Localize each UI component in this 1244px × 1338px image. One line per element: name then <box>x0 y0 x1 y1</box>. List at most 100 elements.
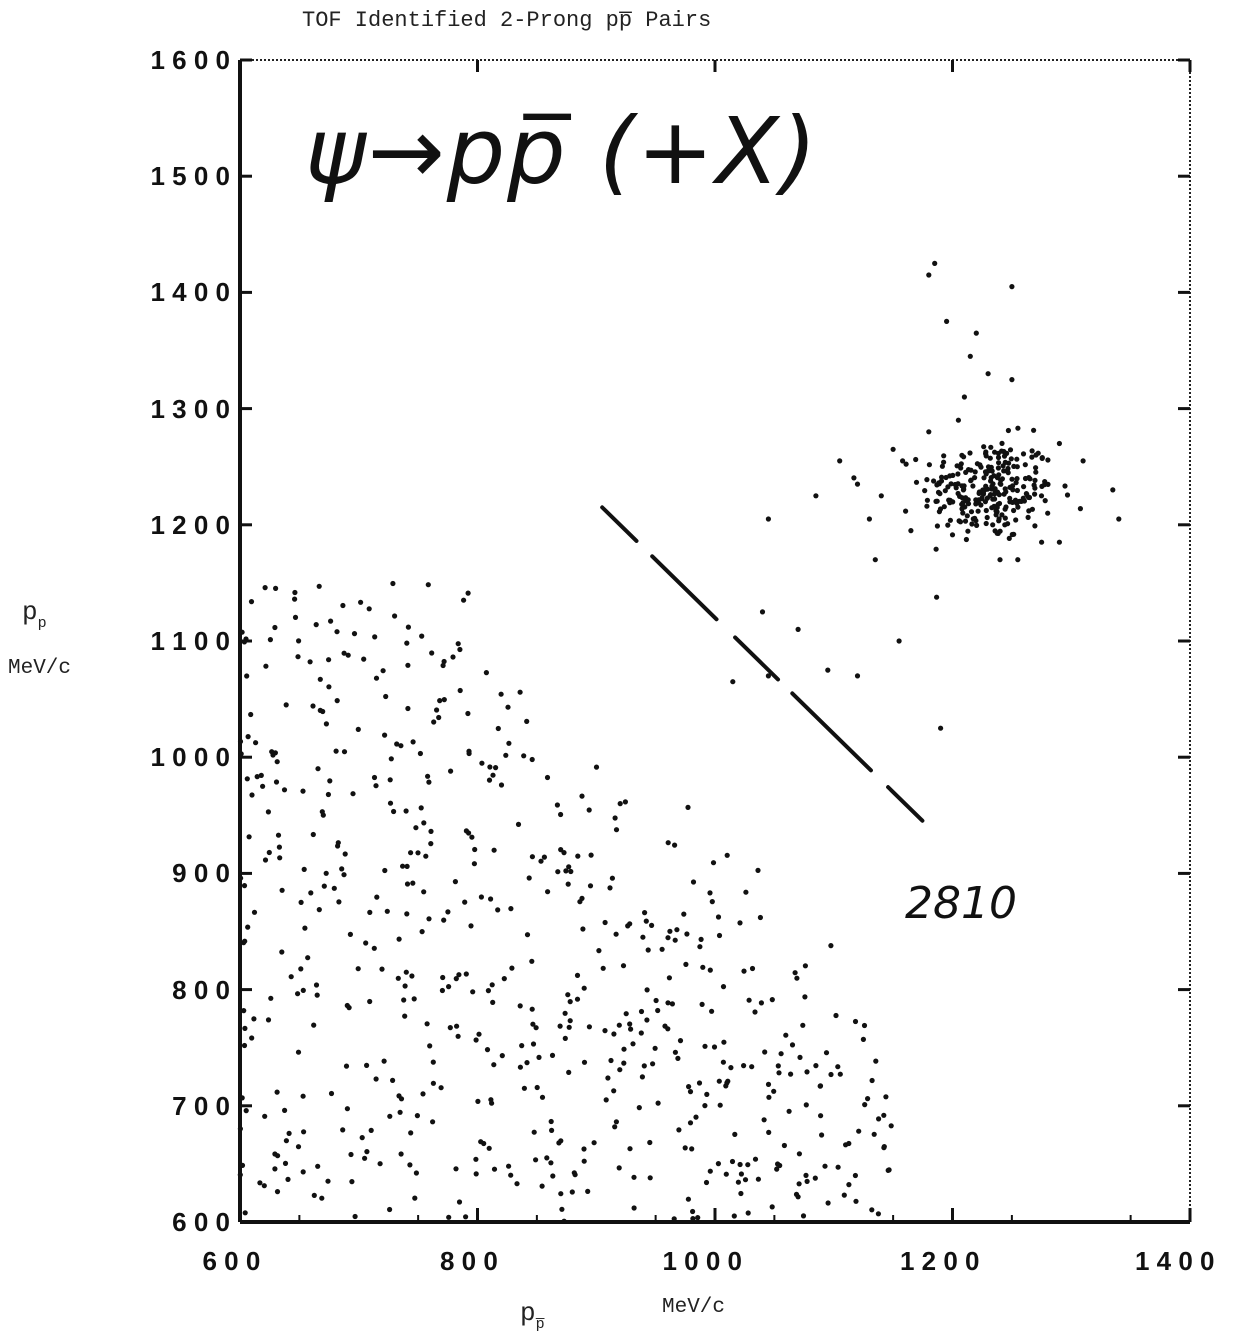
data-point <box>534 1084 540 1091</box>
data-point <box>759 609 766 615</box>
data-point <box>487 764 493 770</box>
data-point <box>765 673 772 679</box>
data-point <box>530 1021 536 1027</box>
data-point <box>483 670 489 676</box>
y-tick-label: 1 3 0 0 <box>150 393 230 424</box>
data-point <box>621 1060 627 1066</box>
data-point <box>377 1161 383 1167</box>
data-point <box>446 1214 452 1220</box>
data-point <box>241 1042 248 1049</box>
data-point <box>466 830 472 836</box>
data-point <box>938 478 945 484</box>
data-point <box>690 1216 696 1222</box>
data-point <box>248 711 254 718</box>
data-point <box>1080 458 1086 464</box>
data-point <box>237 1172 243 1178</box>
data-point <box>696 1080 703 1086</box>
data-point <box>955 481 961 487</box>
data-point <box>398 1151 404 1157</box>
data-point <box>955 417 962 423</box>
data-point <box>457 687 463 694</box>
data-point <box>975 508 981 514</box>
data-point <box>506 1163 512 1169</box>
data-point <box>647 1175 653 1181</box>
data-point <box>398 1096 405 1102</box>
data-point <box>828 1071 834 1078</box>
data-point <box>631 1205 637 1211</box>
data-point <box>484 1047 491 1053</box>
data-point <box>675 1055 681 1061</box>
data-point <box>998 481 1004 487</box>
data-point <box>368 1127 374 1133</box>
data-point <box>395 975 401 981</box>
data-point <box>817 1083 823 1089</box>
data-point <box>333 748 339 754</box>
data-point <box>662 1023 668 1029</box>
data-point <box>608 1057 614 1064</box>
data-point <box>644 987 650 993</box>
data-point <box>749 1064 755 1070</box>
data-point <box>441 697 447 703</box>
data-point <box>530 1041 537 1047</box>
data-point <box>869 1077 875 1084</box>
y-tick-label: 1 5 0 0 <box>150 161 230 192</box>
data-point <box>253 740 259 746</box>
y-tick-label: 1 4 0 0 <box>150 277 230 308</box>
data-point <box>802 994 808 1000</box>
data-point <box>1011 507 1017 514</box>
data-point <box>453 1166 459 1172</box>
data-point <box>872 557 878 563</box>
data-point <box>683 961 689 968</box>
data-point <box>313 982 320 988</box>
data-point <box>490 772 496 778</box>
data-point <box>463 1214 469 1220</box>
data-point <box>851 475 857 481</box>
data-point <box>341 872 347 878</box>
data-point <box>973 330 979 336</box>
data-point <box>846 1182 852 1188</box>
data-point <box>758 1000 765 1006</box>
data-point <box>307 659 313 665</box>
data-point <box>804 1178 810 1184</box>
energy-annotation: 2810 <box>905 878 1017 929</box>
data-point <box>852 1018 859 1025</box>
data-point <box>1027 476 1033 482</box>
data-point <box>985 371 991 377</box>
data-point <box>972 475 978 481</box>
data-point <box>262 1113 268 1119</box>
data-point <box>924 497 931 503</box>
data-point <box>402 1013 408 1019</box>
data-point <box>325 791 331 798</box>
data-point <box>766 1094 772 1100</box>
data-point <box>788 1071 794 1077</box>
data-point <box>407 1162 413 1168</box>
data-point <box>517 1003 523 1009</box>
data-point <box>495 907 501 913</box>
data-point <box>1009 476 1015 482</box>
data-point <box>954 463 960 469</box>
data-point <box>591 1140 597 1146</box>
data-point <box>295 991 301 997</box>
data-point <box>283 702 289 708</box>
data-point <box>655 1100 661 1106</box>
data-point <box>704 1091 710 1097</box>
data-point <box>903 461 909 467</box>
data-point <box>326 684 332 690</box>
data-point <box>1009 284 1015 290</box>
data-point <box>388 756 394 762</box>
data-point <box>476 1031 482 1037</box>
data-point <box>616 1165 622 1171</box>
data-point <box>613 827 620 833</box>
data-point <box>448 768 454 774</box>
data-point <box>984 495 991 501</box>
data-point <box>837 458 843 464</box>
data-point <box>272 624 278 631</box>
y-tick-label: 7 0 0 <box>172 1090 230 1121</box>
data-point <box>959 483 965 489</box>
data-point <box>446 984 452 990</box>
x-axis-label: pp̅ <box>520 1298 545 1333</box>
data-point <box>685 804 691 811</box>
data-point <box>698 936 704 943</box>
data-point <box>295 1049 302 1055</box>
data-point <box>716 1078 722 1084</box>
